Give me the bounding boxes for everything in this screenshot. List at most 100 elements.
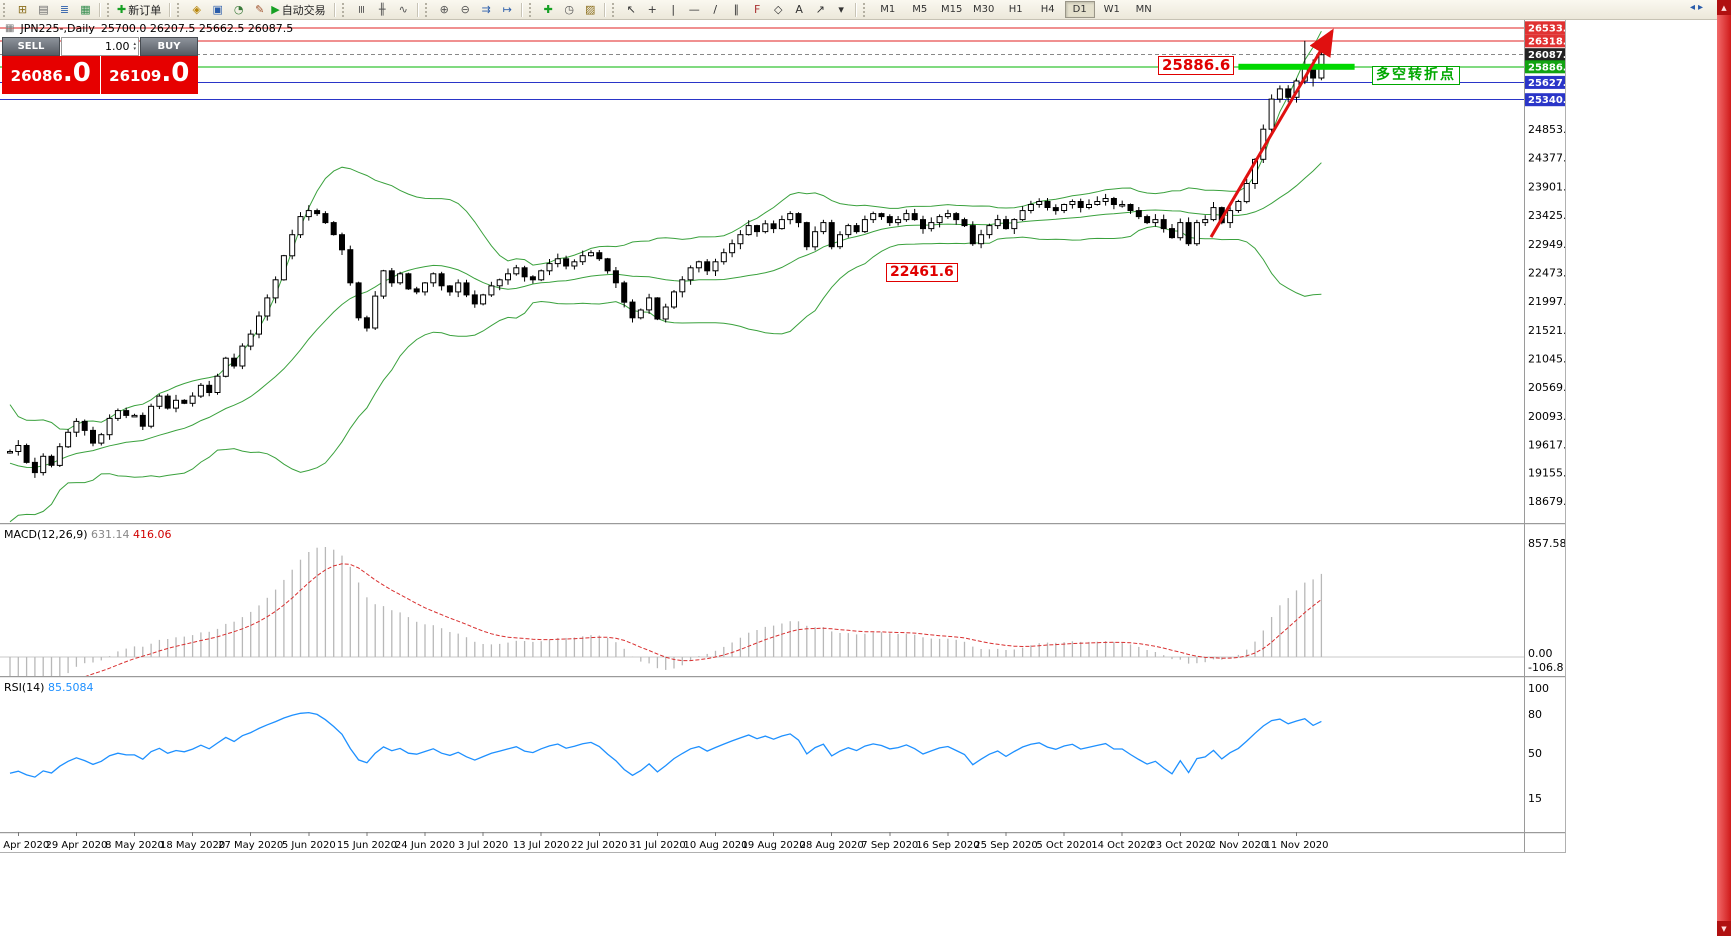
profiles-icon[interactable]: ▤ xyxy=(38,3,49,16)
svg-text:22949.0: 22949.0 xyxy=(1528,238,1565,251)
auto-scroll-icon[interactable]: ⇉ xyxy=(481,3,491,16)
scroll-up-icon[interactable]: ▲ xyxy=(1717,0,1731,15)
price-badge: 26533.3 xyxy=(1525,21,1565,35)
templates-icon[interactable]: ▨ xyxy=(584,3,596,16)
macd-pane[interactable] xyxy=(0,547,1524,698)
svg-text:26533.3: 26533.3 xyxy=(1528,23,1565,34)
strategy-tester-icon[interactable]: ◔ xyxy=(233,3,244,16)
turning-point-label[interactable]: 多空转折点 xyxy=(1372,66,1460,85)
timeframe-h4[interactable]: H4 xyxy=(1040,4,1055,15)
volume-up-icon[interactable]: ▴ xyxy=(133,40,136,47)
toolbar-separator xyxy=(333,2,336,17)
sell-price-box[interactable]: 26086 .0 xyxy=(2,56,100,94)
bollinger-middle xyxy=(9,162,1322,469)
date-label: 22 Jul 2020 xyxy=(571,840,628,851)
sell-button[interactable]: SELL xyxy=(2,37,60,56)
symbol-period-label: JPN225-,Daily xyxy=(20,22,95,35)
timeframe-mn[interactable]: MN xyxy=(1135,4,1152,15)
timeframe-h1[interactable]: H1 xyxy=(1008,4,1023,15)
timeframe-m30[interactable]: M30 xyxy=(973,4,995,15)
macd-indicator-label: MACD(12,26,9) 631.14 416.06 xyxy=(4,528,172,541)
main-pane[interactable] xyxy=(0,27,1524,523)
toolbar-drag-handle xyxy=(107,2,113,17)
svg-text:22473.0: 22473.0 xyxy=(1528,266,1565,279)
indicators-icon[interactable]: ✚ xyxy=(543,3,553,16)
one-click-trading-panel: SELL 1.00 ▴ ▾ BUY 26086 .0 26109 .0 xyxy=(2,37,198,94)
timeframe-m15[interactable]: M15 xyxy=(941,4,963,15)
price-badge: 25340.0 xyxy=(1525,93,1565,107)
rsi-pane[interactable] xyxy=(9,711,1322,778)
price-badge: 25886.6 xyxy=(1525,60,1565,74)
price-axis[interactable]: 24853.0 24377.0 23901.0 23425.0 22949.0 22473… xyxy=(1525,21,1565,805)
buy-price-pips: .0 xyxy=(161,58,190,88)
market-watch-icon[interactable]: ≣ xyxy=(59,3,70,16)
bar-chart-icon[interactable]: ≡ xyxy=(354,4,368,15)
vertical-scrollbar[interactable]: ▲ ▼ xyxy=(1717,0,1731,936)
autotrading-button[interactable]: ▶ 自动交易 xyxy=(270,1,330,18)
shapes-icon[interactable]: ◇ xyxy=(773,3,783,16)
zoom-out-icon[interactable]: ⊖ xyxy=(460,3,470,16)
resistance-level-annotation[interactable]: 25886.6 xyxy=(1158,56,1235,75)
rsi-axis-tick: 15 xyxy=(1528,792,1542,805)
rsi-value: 85.5084 xyxy=(47,681,94,694)
toolbar-drag-handle xyxy=(528,2,535,17)
pane-separators[interactable] xyxy=(0,19,1565,852)
chart-shift-icon[interactable]: ↦ xyxy=(502,3,512,16)
support-level-annotation[interactable]: 22461.6 xyxy=(886,263,958,282)
toolbar-next-icon[interactable]: ▸ xyxy=(1698,2,1704,13)
fibonacci-icon[interactable]: F xyxy=(754,3,761,16)
date-label: 31 Jul 2020 xyxy=(629,840,686,851)
pivot-level-segment[interactable] xyxy=(1238,63,1355,70)
scroll-down-icon[interactable]: ▼ xyxy=(1717,921,1731,936)
new-order-button[interactable]: ✚ 新订单 xyxy=(116,1,166,18)
vertical-line-icon[interactable]: | xyxy=(671,3,676,16)
chart-window-icon: ▦ xyxy=(5,23,15,34)
buy-button[interactable]: BUY xyxy=(140,37,198,56)
arrows-tool-icon[interactable]: ↗ xyxy=(815,3,825,16)
equidistant-channel-icon[interactable]: ∥ xyxy=(733,3,739,16)
svg-text:25886.6: 25886.6 xyxy=(1528,62,1565,73)
timeframe-m5[interactable]: M5 xyxy=(912,4,928,15)
toolbar-separator xyxy=(520,2,523,17)
timeframe-w1[interactable]: W1 xyxy=(1103,4,1120,15)
new-chart-icon[interactable]: ⊞ xyxy=(17,3,28,16)
trendline-icon[interactable]: / xyxy=(713,3,718,16)
macd-main-value: 631.14 xyxy=(91,528,130,541)
rsi-indicator-label: RSI(14) 85.5084 xyxy=(4,681,94,694)
rsi-axis-tick: 50 xyxy=(1528,747,1542,760)
toolbar-separator xyxy=(854,2,857,17)
volume-down-icon[interactable]: ▾ xyxy=(133,45,136,52)
date-label: 16 Sep 2020 xyxy=(916,840,979,851)
price-chart[interactable]: 24853.0 24377.0 23901.0 23425.0 22949.0 22473… xyxy=(0,19,1565,852)
volume-input[interactable]: 1.00 ▴ ▾ xyxy=(61,37,139,56)
macd-signal-value: 416.06 xyxy=(133,528,172,541)
arrows-dropdown-icon[interactable]: ▾ xyxy=(838,3,844,16)
zoom-in-icon[interactable]: ⊕ xyxy=(439,3,449,16)
macd-axis-tick: 857.58 xyxy=(1528,537,1565,550)
data-window-icon[interactable]: ▦ xyxy=(80,3,91,16)
level-lines[interactable] xyxy=(0,27,1524,101)
buy-price-box[interactable]: 26109 .0 xyxy=(99,56,199,94)
timeframe-d1[interactable]: D1 xyxy=(1064,1,1095,18)
toolbar-separator xyxy=(99,2,101,17)
crosshair-icon[interactable]: + xyxy=(647,3,657,16)
candles-layer[interactable] xyxy=(7,40,1325,478)
periods-icon[interactable]: ◷ xyxy=(564,3,574,16)
horizontal-line-icon[interactable]: — xyxy=(688,3,700,16)
macd-axis-tick: -106.8 xyxy=(1528,661,1563,674)
toolbar-prev-icon[interactable]: ◂ xyxy=(1690,2,1696,13)
metaeditor-icon[interactable]: ✎ xyxy=(255,3,265,16)
svg-text:26087.5: 26087.5 xyxy=(1528,50,1565,61)
cursor-icon[interactable]: ↖ xyxy=(626,3,636,16)
svg-text:20093.0: 20093.0 xyxy=(1528,410,1565,423)
trend-arrow[interactable] xyxy=(1209,28,1334,238)
navigator-icon[interactable]: ◈ xyxy=(192,3,201,16)
candlestick-icon[interactable]: ╫ xyxy=(378,3,386,16)
timeframe-m1[interactable]: M1 xyxy=(880,4,896,15)
macd-signal-line xyxy=(85,563,1322,676)
text-icon[interactable]: A xyxy=(795,3,803,16)
date-label: 5 Jun 2020 xyxy=(282,840,336,851)
terminal-icon[interactable]: ▣ xyxy=(212,3,223,16)
line-chart-icon[interactable]: ∿ xyxy=(398,3,408,16)
